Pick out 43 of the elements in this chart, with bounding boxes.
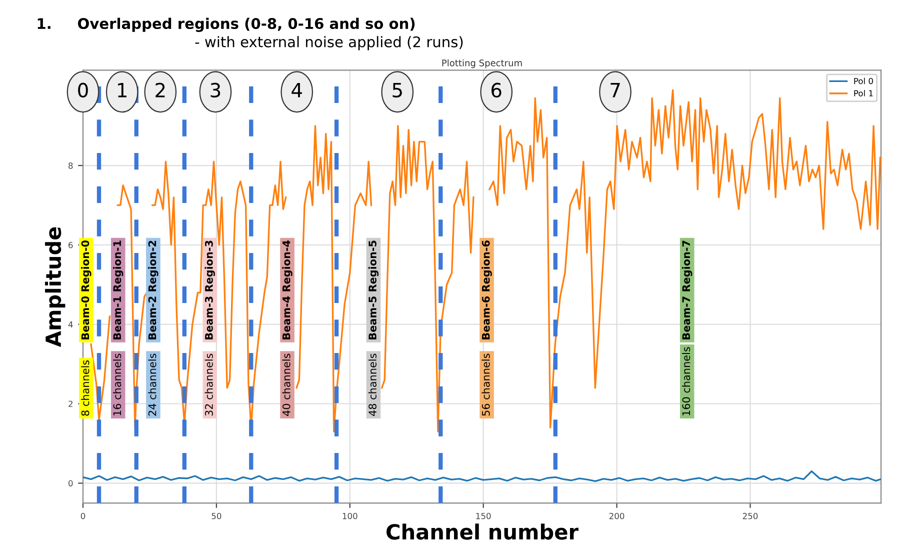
annotation: Beam-7 Region-7: [682, 240, 692, 340]
annotation: 24 channels: [148, 354, 156, 416]
annotation: 48 channels: [368, 354, 376, 416]
annotation: 1: [118, 83, 126, 98]
annotation: Beam-6 Region-6: [482, 240, 492, 340]
annotation: 160 channels: [682, 347, 690, 416]
x-tick-label: 200: [609, 512, 624, 520]
annotation: 6: [492, 82, 502, 98]
text: Plotting Spectrum: [442, 59, 522, 68]
y-tick-label: 8: [68, 162, 73, 169]
y-tick-label: 0: [68, 480, 73, 486]
y-tick-label: 4: [68, 321, 73, 328]
chart-subtitle: - with external noise applied (2 runs): [195, 36, 463, 50]
annotation: Beam-0 Region-0: [81, 240, 92, 340]
annotation: 40 channels: [282, 354, 290, 416]
x-tick-label: 150: [476, 512, 491, 520]
annotation: 4: [292, 83, 302, 98]
y-axis-title: Amplitude: [45, 227, 66, 347]
annotation: 8 channels: [81, 360, 90, 416]
x-tick-label: 0: [80, 512, 86, 520]
annotation: 56 channels: [482, 354, 490, 416]
annotation: Beam-1 Region-1: [113, 240, 124, 340]
annotation: 7: [610, 83, 620, 98]
annotation: 3: [210, 82, 220, 98]
annotation: 5: [392, 83, 402, 98]
legend-label: Pol 1: [854, 90, 873, 96]
annotation: 2: [156, 82, 165, 98]
y-tick-label: 6: [68, 242, 73, 248]
y-tick-label: 2: [68, 400, 72, 407]
annotation: 0: [78, 82, 88, 98]
annotation: Beam-4 Region-4: [282, 240, 292, 340]
annotation: 16 channels: [113, 354, 122, 416]
x-axis-title: Channel number: [386, 524, 578, 540]
line-series: [82, 470, 882, 482]
chart-title: 1. Overlapped regions (0-8, 0-16 and so on): [38, 18, 415, 32]
annotation: Beam-5 Region-5: [368, 240, 379, 340]
x-tick-label: 250: [742, 512, 758, 520]
x-tick-label: 100: [342, 512, 358, 520]
annotation: Beam-3 Region-3: [204, 240, 215, 340]
annotation: Beam-2 Region-2: [148, 240, 158, 340]
annotation: 32 channels: [204, 354, 213, 416]
x-tick-label: 50: [212, 512, 222, 520]
legend-label: Pol 0: [854, 78, 873, 84]
